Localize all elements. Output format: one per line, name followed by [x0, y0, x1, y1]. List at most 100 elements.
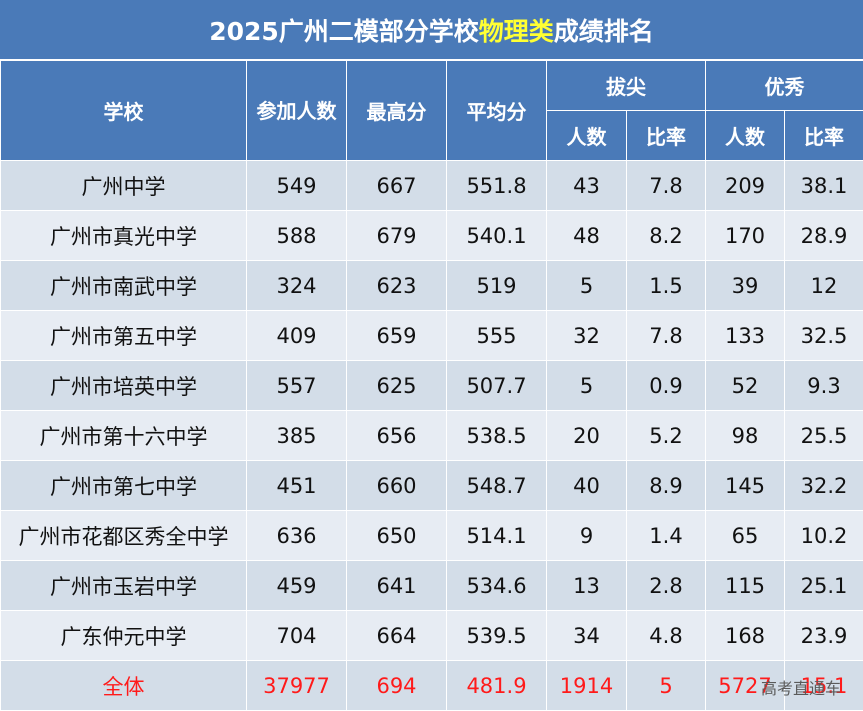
cell-excellent-count: 98: [705, 410, 785, 461]
cell-participants: 385: [246, 410, 347, 461]
cell-top-count: 5: [546, 360, 627, 411]
header-max-score: 最高分: [346, 60, 447, 161]
cell-total-excellent-ratio: 15.1: [784, 660, 863, 711]
cell-avg-score: 538.5: [446, 410, 547, 461]
table-row: 广东仲元中学 704 664 539.5 34 4.8 168 23.9: [0, 610, 863, 661]
cell-total-avg-score: 481.9: [446, 660, 547, 711]
cell-top-ratio: 5.2: [626, 410, 706, 461]
cell-participants: 459: [246, 560, 347, 611]
cell-excellent-count: 39: [705, 260, 785, 311]
cell-excellent-count: 65: [705, 510, 785, 561]
cell-excellent-ratio: 32.2: [784, 460, 863, 511]
cell-excellent-ratio: 9.3: [784, 360, 863, 411]
cell-top-ratio: 1.5: [626, 260, 706, 311]
cell-top-count: 13: [546, 560, 627, 611]
cell-top-ratio: 4.8: [626, 610, 706, 661]
cell-participants: 704: [246, 610, 347, 661]
table-row: 广州市玉岩中学 459 641 534.6 13 2.8 115 25.1: [0, 560, 863, 611]
cell-avg-score: 514.1: [446, 510, 547, 561]
cell-participants: 451: [246, 460, 347, 511]
cell-top-ratio: 7.8: [626, 160, 706, 211]
table-row: 广州市第七中学 451 660 548.7 40 8.9 145 32.2: [0, 460, 863, 511]
cell-school: 广州市真光中学: [0, 210, 247, 261]
cell-school: 广东仲元中学: [0, 610, 247, 661]
cell-school: 广州中学: [0, 160, 247, 211]
header-participants: 参加人数: [246, 60, 347, 161]
cell-avg-score: 551.8: [446, 160, 547, 211]
cell-excellent-count: 168: [705, 610, 785, 661]
header-top-count: 人数: [546, 110, 627, 161]
total-row: 全体 37977 694 481.9 1914 5 5727 15.1: [0, 660, 863, 711]
cell-top-count: 34: [546, 610, 627, 661]
table-row: 广州市南武中学 324 623 519 5 1.5 39 12: [0, 260, 863, 311]
cell-total-top-ratio: 5: [626, 660, 706, 711]
cell-school: 广州市第十六中学: [0, 410, 247, 461]
cell-max-score: 679: [346, 210, 447, 261]
cell-avg-score: 540.1: [446, 210, 547, 261]
cell-max-score: 664: [346, 610, 447, 661]
cell-participants: 588: [246, 210, 347, 261]
cell-max-score: 641: [346, 560, 447, 611]
cell-excellent-ratio: 23.9: [784, 610, 863, 661]
header-top-ratio: 比率: [626, 110, 706, 161]
header-excellent-ratio: 比率: [784, 110, 863, 161]
cell-excellent-ratio: 38.1: [784, 160, 863, 211]
cell-participants: 324: [246, 260, 347, 311]
cell-avg-score: 548.7: [446, 460, 547, 511]
cell-top-ratio: 2.8: [626, 560, 706, 611]
cell-school: 广州市培英中学: [0, 360, 247, 411]
table-row: 广州市培英中学 557 625 507.7 5 0.9 52 9.3: [0, 360, 863, 411]
cell-excellent-ratio: 28.9: [784, 210, 863, 261]
cell-excellent-ratio: 32.5: [784, 310, 863, 361]
cell-max-score: 659: [346, 310, 447, 361]
table-row: 广州市花都区秀全中学 636 650 514.1 9 1.4 65 10.2: [0, 510, 863, 561]
title-suffix: 成绩排名: [553, 16, 654, 46]
title-prefix: 2025广州二模部分学校: [209, 16, 479, 46]
cell-avg-score: 534.6: [446, 560, 547, 611]
cell-top-ratio: 8.9: [626, 460, 706, 511]
title-highlight: 物理类: [478, 16, 554, 46]
cell-total-max-score: 694: [346, 660, 447, 711]
page-title: 2025广州二模部分学校 物理类 成绩排名: [0, 0, 863, 60]
cell-top-count: 20: [546, 410, 627, 461]
cell-school: 广州市花都区秀全中学: [0, 510, 247, 561]
header-school: 学校: [0, 60, 247, 161]
cell-excellent-ratio: 25.1: [784, 560, 863, 611]
header-avg-score: 平均分: [446, 60, 547, 161]
cell-top-ratio: 0.9: [626, 360, 706, 411]
cell-excellent-count: 209: [705, 160, 785, 211]
cell-excellent-count: 115: [705, 560, 785, 611]
cell-excellent-count: 145: [705, 460, 785, 511]
cell-participants: 409: [246, 310, 347, 361]
cell-avg-score: 507.7: [446, 360, 547, 411]
cell-excellent-ratio: 10.2: [784, 510, 863, 561]
cell-excellent-ratio: 12: [784, 260, 863, 311]
cell-top-ratio: 1.4: [626, 510, 706, 561]
cell-total-label: 全体: [0, 660, 247, 711]
cell-top-ratio: 8.2: [626, 210, 706, 261]
cell-participants: 557: [246, 360, 347, 411]
cell-top-count: 32: [546, 310, 627, 361]
table-row: 广州市第五中学 409 659 555 32 7.8 133 32.5: [0, 310, 863, 361]
cell-max-score: 667: [346, 160, 447, 211]
cell-excellent-count: 170: [705, 210, 785, 261]
cell-top-count: 48: [546, 210, 627, 261]
cell-max-score: 656: [346, 410, 447, 461]
cell-top-count: 40: [546, 460, 627, 511]
table-row: 广州市第十六中学 385 656 538.5 20 5.2 98 25.5: [0, 410, 863, 461]
cell-excellent-count: 133: [705, 310, 785, 361]
cell-top-ratio: 7.8: [626, 310, 706, 361]
cell-avg-score: 519: [446, 260, 547, 311]
cell-max-score: 660: [346, 460, 447, 511]
table-row: 广州中学 549 667 551.8 43 7.8 209 38.1: [0, 160, 863, 211]
cell-max-score: 650: [346, 510, 447, 561]
header-excellent-count: 人数: [705, 110, 785, 161]
cell-avg-score: 555: [446, 310, 547, 361]
cell-school: 广州市第七中学: [0, 460, 247, 511]
header-excellent-group: 优秀: [705, 60, 863, 111]
cell-total-top-count: 1914: [546, 660, 627, 711]
cell-school: 广州市玉岩中学: [0, 560, 247, 611]
cell-excellent-ratio: 25.5: [784, 410, 863, 461]
cell-top-count: 43: [546, 160, 627, 211]
cell-top-count: 9: [546, 510, 627, 561]
